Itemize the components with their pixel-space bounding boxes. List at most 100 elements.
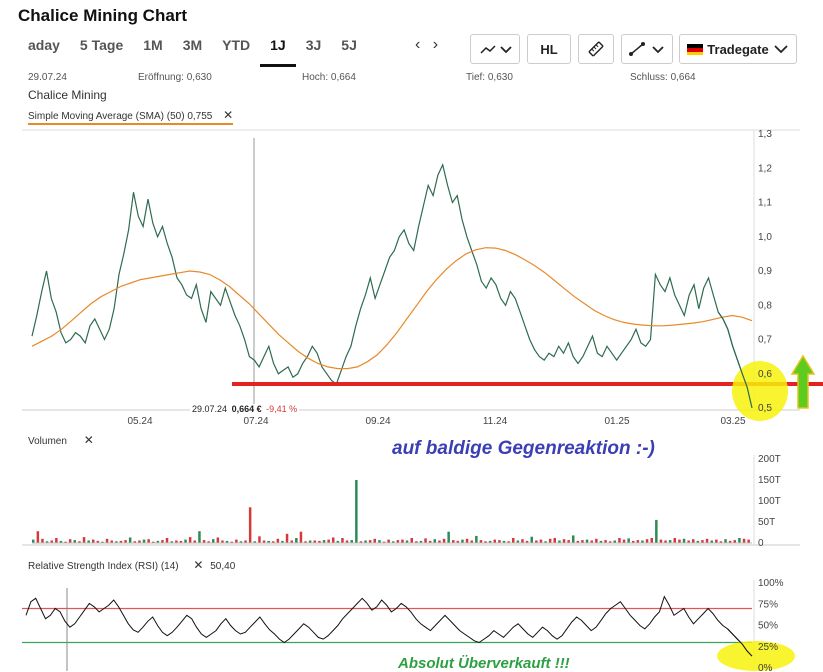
volume-bar <box>567 540 570 543</box>
volume-bar <box>142 539 146 543</box>
chart-type-button[interactable] <box>470 34 520 64</box>
volume-bar <box>276 538 280 543</box>
volume-bar <box>715 539 718 543</box>
volume-bar <box>239 541 243 543</box>
rsi-highlight-circle <box>717 641 795 671</box>
exchange-select[interactable]: Tradegate <box>679 34 797 64</box>
volume-bar <box>41 538 44 543</box>
volume-bar <box>359 541 363 543</box>
hl-button[interactable]: HL <box>527 34 571 64</box>
volume-bar <box>235 539 238 543</box>
volume-bar <box>645 539 649 543</box>
tab-scroll-arrows[interactable]: ‹ › <box>415 36 443 53</box>
volume-bar <box>92 539 95 543</box>
volume-bar <box>327 539 330 543</box>
volume-bar <box>428 540 432 543</box>
volume-bar <box>82 537 86 543</box>
volume-bar <box>655 519 658 543</box>
volume-bar <box>156 540 160 543</box>
volume-bar <box>152 541 155 543</box>
volume-bar <box>345 540 349 543</box>
volume-bar <box>461 539 464 543</box>
close-icon[interactable]: ✕ <box>193 558 204 572</box>
tab-1j[interactable]: 1J <box>260 36 296 67</box>
tab-1m[interactable]: 1M <box>143 37 163 53</box>
ruler-icon <box>588 41 604 57</box>
tab-3m[interactable]: 3M <box>182 37 203 53</box>
volume-bar <box>525 540 529 543</box>
crosshair-tooltip: 29.07.24 0,664 € -9,41 % <box>190 404 300 414</box>
volume-bar <box>516 540 520 543</box>
price-y-tick: 1,1 <box>758 198 772 209</box>
price-x-tick: 03.25 <box>720 416 745 427</box>
volume-bar <box>696 540 700 543</box>
volume-bar <box>387 539 390 543</box>
volume-bar <box>50 540 53 543</box>
volume-bar <box>692 539 695 543</box>
crosshair-change: -9,41 % <box>266 404 298 414</box>
ruler-button[interactable] <box>578 34 614 64</box>
volume-bar <box>558 540 561 543</box>
volume-bar <box>308 540 312 543</box>
volume-bar <box>544 541 547 543</box>
volume-bar <box>701 540 704 543</box>
volume-bar <box>64 541 67 543</box>
volume-bar <box>341 538 344 543</box>
volume-bar <box>193 540 196 543</box>
volume-y-tick: 200T <box>758 454 781 465</box>
volume-bar <box>355 480 358 543</box>
volume-bar <box>687 540 690 543</box>
tab-3j[interactable]: 3J <box>305 37 322 53</box>
price-y-tick: 0,8 <box>758 300 772 311</box>
volume-bar <box>304 541 307 543</box>
german-flag-icon <box>687 43 704 55</box>
oversold-annotation: Absolut Überverkauft !!! <box>398 655 570 672</box>
volume-bar <box>212 539 215 543</box>
volume-bar <box>585 539 589 543</box>
up-arrow-icon <box>790 354 816 409</box>
volume-bar <box>382 541 386 543</box>
rsi-y-tick: 100% <box>758 578 784 589</box>
volume-bar <box>664 540 667 543</box>
volume-bar <box>396 540 400 543</box>
volume-bar <box>419 540 423 543</box>
volume-bar <box>322 540 326 543</box>
price-y-tick: 1,2 <box>758 163 772 174</box>
volume-bar <box>641 540 644 543</box>
volume-bar <box>673 538 676 543</box>
volume-bar <box>295 538 298 543</box>
price-x-tick: 09.24 <box>365 416 390 427</box>
close-icon[interactable]: ✕ <box>83 433 94 447</box>
tab-5-tage[interactable]: 5 Tage <box>79 37 124 53</box>
volume-bar <box>438 540 441 543</box>
volume-bar <box>590 540 593 543</box>
price-y-tick: 0,9 <box>758 266 772 277</box>
volume-bar <box>119 540 123 543</box>
time-range-tabs: aday 5 Tage 1M 3M YTD 1J 3J 5J <box>18 36 367 67</box>
volume-bar <box>184 539 187 543</box>
draw-tool-button[interactable] <box>621 34 673 64</box>
volume-bar <box>78 541 81 543</box>
volume-bar <box>248 507 252 543</box>
price-x-tick: 11.24 <box>483 416 508 427</box>
volume-bar <box>165 538 169 543</box>
rsi-y-tick-overlay: 0% <box>758 663 773 671</box>
volume-bar <box>285 533 289 543</box>
volume-bar <box>682 538 686 543</box>
tab-ytd[interactable]: YTD <box>222 37 251 53</box>
volume-bar <box>479 540 483 543</box>
close-icon[interactable]: ✕ <box>223 108 234 122</box>
volume-label: Volumen <box>28 436 67 447</box>
sma-legend: Simple Moving Average (SMA) (50) 0,755 ✕ <box>28 108 234 125</box>
volume-bar <box>392 541 395 543</box>
volume-bar <box>475 535 478 543</box>
exchange-label: Tradegate <box>707 41 769 57</box>
volume-bar <box>161 540 164 543</box>
volume-y-tick: 150T <box>758 475 781 486</box>
volume-bar <box>576 540 580 543</box>
tab-5j[interactable]: 5J <box>341 37 357 53</box>
tab-aday[interactable]: aday <box>28 37 60 53</box>
volume-bar <box>678 539 681 543</box>
volume-bar <box>179 540 183 543</box>
